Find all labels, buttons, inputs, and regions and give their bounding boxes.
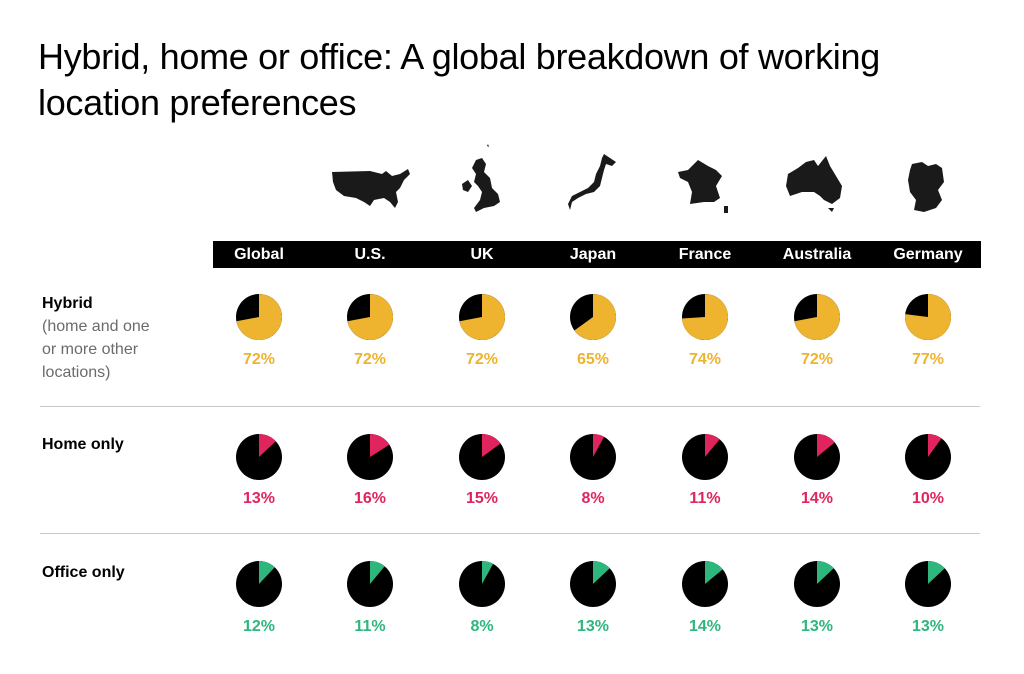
pie-australia-row1: [794, 434, 840, 480]
column-header-japan: Japan: [569, 246, 617, 263]
row-divider: [40, 533, 980, 534]
pie-uk-row0: [459, 294, 505, 340]
pie-australia-row2: [794, 561, 840, 607]
pie-global-row1: [236, 434, 282, 480]
pie-uk-row2: [459, 561, 505, 607]
percentage-label: 72%: [800, 351, 834, 368]
pie-us-row0: [347, 294, 393, 340]
column-header-germany: Germany: [893, 246, 963, 263]
pie-france-row2: [682, 561, 728, 607]
column-header-us: U.S.: [354, 246, 386, 263]
percentage-label: 77%: [911, 351, 945, 368]
country-header-bar: Global U.S. UK Japan France Australia Ge…: [213, 241, 981, 268]
row-label-office-only: Office only: [42, 561, 125, 584]
percentage-label: 13%: [576, 618, 610, 635]
chart-title: Hybrid, home or office: A global breakdo…: [38, 36, 880, 123]
row-label-hybrid: Hybrid (home and one or more other locat…: [42, 292, 150, 384]
row-subtitle-line: (home and one: [42, 318, 150, 335]
percentage-label: 13%: [911, 618, 945, 635]
column-header-global: Global: [234, 246, 284, 263]
usa-map-icon: [332, 169, 410, 208]
pie-australia-row0: [794, 294, 840, 340]
column-header-france: France: [678, 246, 732, 263]
percentage-label: 74%: [688, 351, 722, 368]
percentage-label: 10%: [911, 490, 945, 507]
pie-us-row2: [347, 561, 393, 607]
row-title: Home only: [42, 436, 124, 453]
percentage-label: 16%: [353, 490, 387, 507]
percentage-label: 65%: [576, 351, 610, 368]
percentage-label: 14%: [688, 618, 722, 635]
percentage-label: 72%: [465, 351, 499, 368]
australia-map-icon: [786, 156, 842, 212]
row-subtitle-line: or more other: [42, 341, 139, 358]
pie-france-row1: [682, 434, 728, 480]
percentage-label: 12%: [242, 618, 276, 635]
percentage-label: 72%: [242, 351, 276, 368]
row-divider: [40, 406, 980, 407]
pie-germany-row2: [905, 561, 951, 607]
row-label-home-only: Home only: [42, 433, 124, 456]
row-title: Hybrid: [42, 295, 93, 312]
pie-japan-row2: [570, 561, 616, 607]
germany-map-icon: [908, 162, 944, 212]
percentage-label: 8%: [581, 490, 605, 507]
pie-france-row0: [682, 294, 728, 340]
japan-map-icon: [568, 154, 616, 210]
pie-global-row0: [236, 294, 282, 340]
pie-japan-row0: [570, 294, 616, 340]
percentage-label: 11%: [689, 490, 721, 507]
pie-global-row2: [236, 561, 282, 607]
pie-japan-row1: [570, 434, 616, 480]
column-header-uk: UK: [470, 246, 494, 263]
percentage-label: 14%: [800, 490, 834, 507]
row-title: Office only: [42, 564, 125, 581]
percentage-label: 13%: [242, 490, 276, 507]
percentage-label: 11%: [354, 618, 386, 635]
pie-uk-row1: [459, 434, 505, 480]
percentage-label: 8%: [470, 618, 494, 635]
percentage-label: 72%: [353, 351, 387, 368]
row-subtitle-line: locations): [42, 364, 111, 381]
pie-germany-row1: [905, 434, 951, 480]
uk-map-icon: [462, 144, 500, 212]
percentage-label: 13%: [800, 618, 834, 635]
pie-germany-row0: [905, 294, 951, 340]
country-maps: [0, 140, 1024, 220]
pie-us-row1: [347, 434, 393, 480]
column-header-australia: Australia: [782, 246, 852, 263]
france-map-icon: [678, 160, 728, 213]
percentage-label: 15%: [465, 490, 499, 507]
